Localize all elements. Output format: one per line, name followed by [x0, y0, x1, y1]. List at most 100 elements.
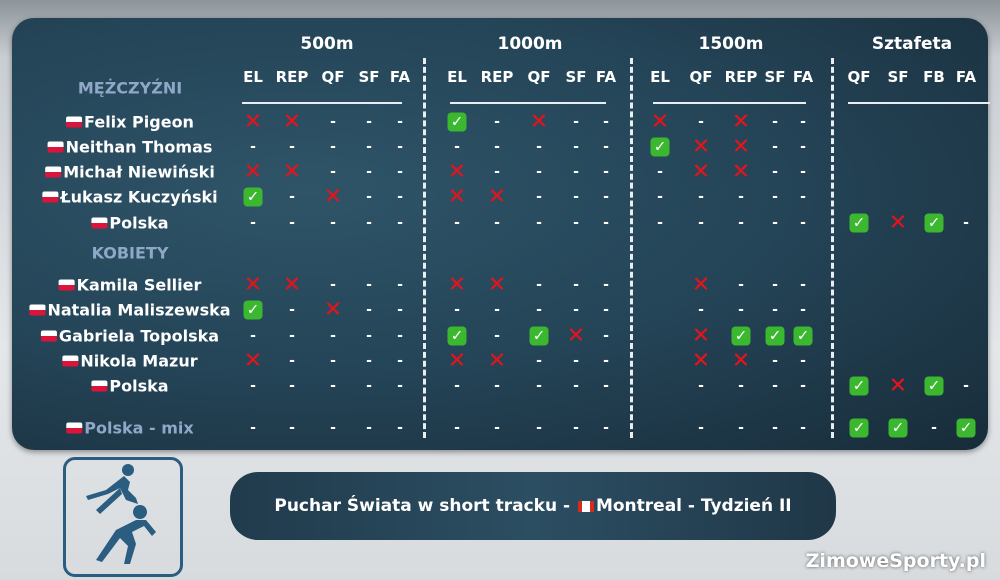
- dash: -: [536, 353, 542, 369]
- result-symbol: ✕: [243, 159, 263, 185]
- result-symbol: -: [536, 420, 542, 436]
- cross-icon: ✕: [732, 110, 750, 135]
- result-symbol: -: [397, 353, 403, 369]
- dash: -: [494, 378, 500, 394]
- dash: -: [397, 277, 403, 293]
- result-symbol: -: [573, 378, 579, 394]
- result-symbol: -: [573, 114, 579, 130]
- dash: -: [698, 189, 704, 205]
- cross-icon: ✕: [692, 349, 710, 374]
- column-header: QF: [847, 68, 871, 86]
- result-symbol: -: [800, 164, 806, 180]
- result-symbol: -: [397, 302, 403, 318]
- dash: -: [573, 353, 579, 369]
- dash: -: [494, 114, 500, 130]
- result-symbol: -: [536, 189, 542, 205]
- poland-flag-icon: [91, 217, 108, 229]
- result-symbol: ✓: [888, 418, 908, 438]
- dash: -: [454, 302, 460, 318]
- result-symbol: -: [772, 189, 778, 205]
- poland-flag-icon: [45, 166, 62, 178]
- dash: -: [494, 302, 500, 318]
- result-symbol: ✕: [487, 272, 507, 298]
- result-symbol: -: [289, 328, 295, 344]
- dash: -: [494, 139, 500, 155]
- cross-icon: ✕: [732, 160, 750, 185]
- dash: -: [603, 164, 609, 180]
- column-divider: [423, 58, 426, 438]
- dash: -: [738, 378, 744, 394]
- dash: -: [800, 189, 806, 205]
- column-header: REP: [275, 68, 309, 86]
- result-symbol: -: [366, 277, 372, 293]
- athlete-name: Nikola Mazur: [62, 352, 198, 371]
- dash: -: [800, 164, 806, 180]
- dash: -: [494, 328, 500, 344]
- dash: -: [366, 114, 372, 130]
- cross-icon: ✕: [448, 349, 466, 374]
- column-header: QF: [321, 68, 345, 86]
- header-underline: [242, 102, 402, 104]
- cross-icon: ✕: [692, 160, 710, 185]
- dash: -: [698, 420, 704, 436]
- cross-icon: ✕: [567, 324, 585, 349]
- poland-flag-icon: [62, 355, 79, 367]
- dash: -: [772, 114, 778, 130]
- group-header: Sztafeta: [871, 34, 953, 54]
- check-icon: ✓: [765, 326, 785, 346]
- dash: -: [800, 378, 806, 394]
- result-symbol: -: [657, 215, 663, 231]
- dash: -: [536, 189, 542, 205]
- column-header: FA: [955, 68, 977, 86]
- result-symbol: -: [397, 328, 403, 344]
- dash: -: [330, 277, 336, 293]
- dash: -: [250, 420, 256, 436]
- result-symbol: -: [289, 215, 295, 231]
- result-symbol: -: [772, 114, 778, 130]
- results-panel: [12, 18, 988, 450]
- dash: -: [573, 302, 579, 318]
- cross-icon: ✕: [488, 349, 506, 374]
- result-symbol: ✓: [956, 418, 976, 438]
- result-symbol: -: [603, 302, 609, 318]
- cross-icon: ✕: [692, 135, 710, 160]
- result-symbol: ✕: [447, 348, 467, 374]
- result-symbol: -: [963, 378, 969, 394]
- cross-icon: ✕: [448, 160, 466, 185]
- dash: -: [573, 277, 579, 293]
- dash: -: [536, 302, 542, 318]
- athlete-name-text: Gabriela Topolska: [58, 326, 220, 346]
- result-symbol: -: [800, 277, 806, 293]
- result-symbol: -: [800, 378, 806, 394]
- column-divider: [831, 58, 834, 438]
- result-symbol: -: [494, 114, 500, 130]
- group-header: 1000m: [497, 34, 563, 54]
- result-symbol: -: [738, 277, 744, 293]
- cross-icon: ✕: [651, 110, 669, 135]
- result-symbol: -: [772, 215, 778, 231]
- result-symbol: ✓: [447, 112, 467, 132]
- check-icon: ✓: [924, 213, 944, 233]
- column-header: EL: [650, 68, 670, 86]
- dash: -: [698, 378, 704, 394]
- dash: -: [397, 139, 403, 155]
- dash: -: [494, 420, 500, 436]
- result-symbol: -: [603, 420, 609, 436]
- dash: -: [800, 353, 806, 369]
- result-symbol: -: [573, 215, 579, 231]
- column-header: EL: [447, 68, 467, 86]
- result-symbol: -: [772, 353, 778, 369]
- cross-icon: ✕: [324, 185, 342, 210]
- result-symbol: -: [366, 302, 372, 318]
- header-underline: [450, 102, 606, 104]
- column-header: FA: [792, 68, 814, 86]
- dash: -: [603, 353, 609, 369]
- check-icon: ✓: [924, 376, 944, 396]
- brand-watermark: ZimoweSporty.pl: [805, 550, 986, 572]
- dash: -: [603, 378, 609, 394]
- result-symbol: -: [800, 420, 806, 436]
- result-symbol: ✕: [731, 134, 751, 160]
- result-symbol: ✕: [323, 297, 343, 323]
- athlete-name: Felix Pigeon: [66, 113, 194, 132]
- result-symbol: -: [738, 378, 744, 394]
